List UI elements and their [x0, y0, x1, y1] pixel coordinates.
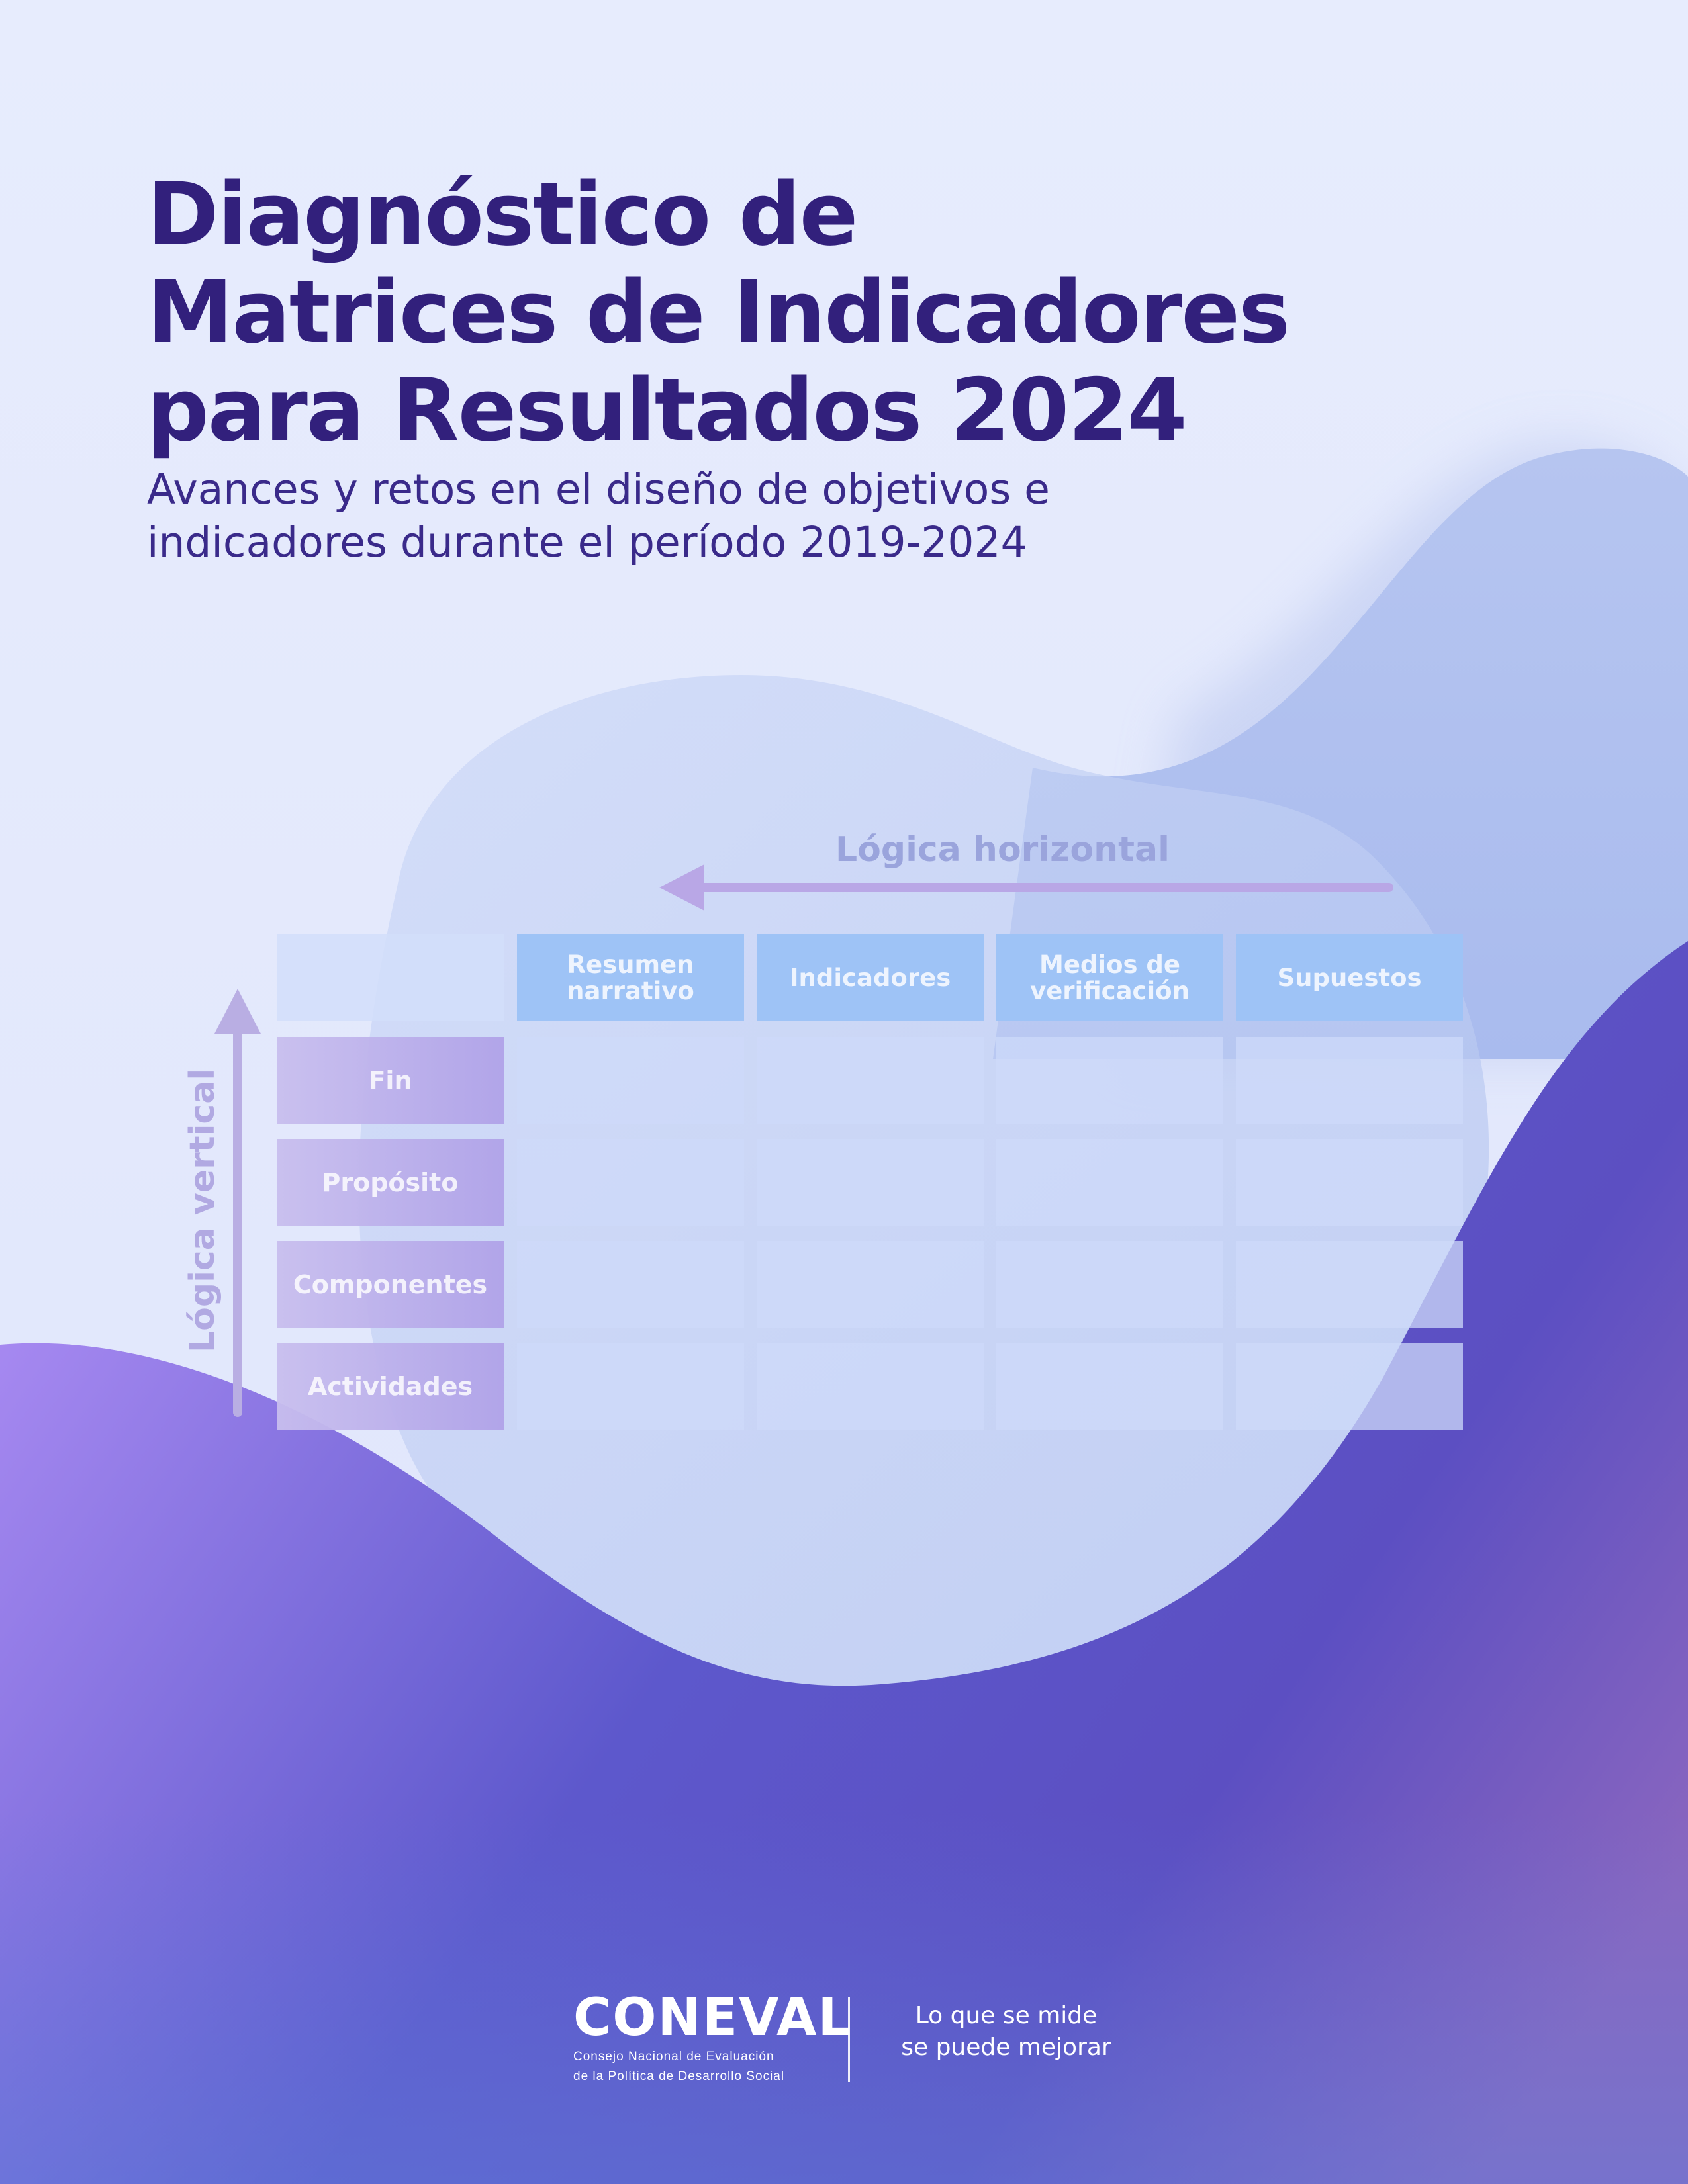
matrix-cell: [517, 1241, 744, 1328]
matrix-cell: [757, 1241, 984, 1328]
column-header: Medios de verificación: [996, 934, 1223, 1021]
subtitle-line: Avances y retos en el diseño de objetivo…: [147, 465, 1050, 514]
horizontal-arrow-icon: [659, 864, 1393, 911]
matrix-cell: [1236, 1139, 1463, 1226]
horizontal-axis-label: Lógica horizontal: [835, 830, 1170, 870]
vertical-axis-label: Lógica vertical: [183, 1068, 222, 1353]
row-header: Propósito: [277, 1139, 504, 1226]
matrix-cell: [1236, 1037, 1463, 1124]
logo-subtitle-line: de la Política de Desarrollo Social: [573, 2070, 785, 2083]
row-header: Actividades: [277, 1343, 504, 1430]
column-header: Supuestos: [1236, 934, 1463, 1021]
matrix-cell: [996, 1241, 1223, 1328]
column-header: Resumen narrativo: [517, 934, 744, 1021]
matrix-cell: [517, 1139, 744, 1226]
matrix-cell: [757, 1037, 984, 1124]
matrix-cell: [996, 1343, 1223, 1430]
matrix-cell: [517, 1343, 744, 1430]
matrix-corner-cell: [277, 934, 504, 1021]
matrix-cell: [757, 1139, 984, 1226]
coneval-logo: CONEVAL Consejo Nacional de Evaluación d…: [573, 1991, 852, 2085]
document-title: Diagnóstico de Matrices de Indicadores p…: [147, 165, 1537, 459]
tagline-line: Lo que se mide: [915, 2002, 1098, 2029]
column-header: Indicadores: [757, 934, 984, 1021]
title-line: Matrices de Indicadores: [147, 261, 1290, 363]
matrix-cell: [1236, 1343, 1463, 1430]
title-line: Diagnóstico de: [147, 163, 858, 265]
tagline: Lo que se mide se puede mejorar: [887, 2000, 1125, 2064]
matrix-cell: [517, 1037, 744, 1124]
logo-wordmark: CONEVAL: [573, 1988, 853, 2048]
matrix-cell: [996, 1139, 1223, 1226]
row-header: Componentes: [277, 1241, 504, 1328]
row-header: Fin: [277, 1037, 504, 1124]
document-subtitle: Avances y retos en el diseño de objetivo…: [147, 463, 1537, 569]
vertical-arrow-icon: [214, 989, 261, 1417]
footer-divider: [848, 1997, 850, 2082]
matrix-cell: [996, 1037, 1223, 1124]
subtitle-line: indicadores durante el período 2019-2024: [147, 518, 1027, 567]
tagline-line: se puede mejorar: [901, 2034, 1111, 2061]
title-line: para Resultados 2024: [147, 359, 1188, 461]
logo-subtitle-line: Consejo Nacional de Evaluación: [573, 2050, 774, 2064]
matrix-cell: [757, 1343, 984, 1430]
matrix-cell: [1236, 1241, 1463, 1328]
